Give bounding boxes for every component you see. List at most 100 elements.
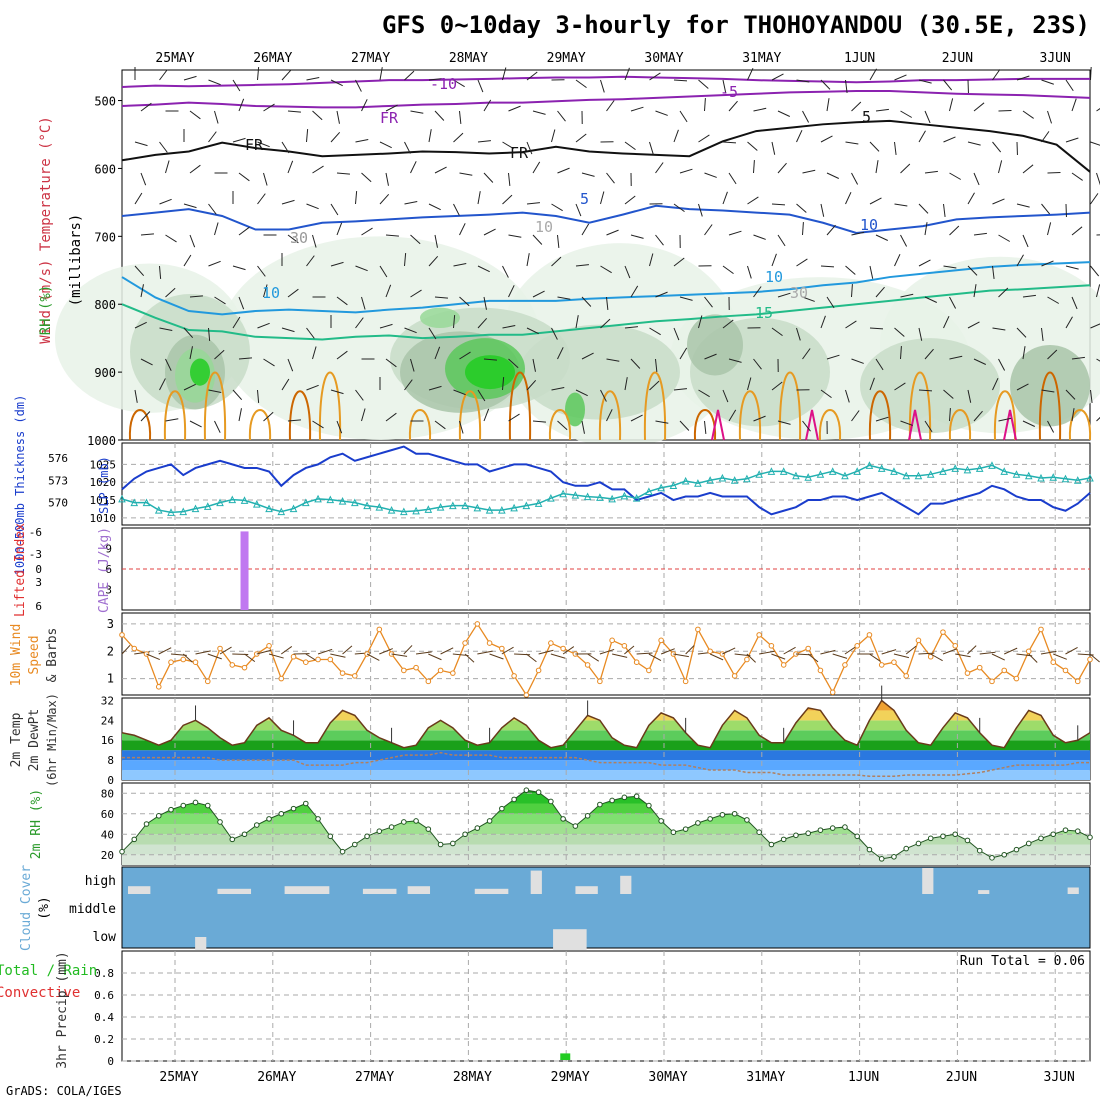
rh-band (122, 803, 1090, 814)
warm-contour (508, 371, 532, 441)
tick-label: 600 (94, 162, 116, 176)
wind-barb (722, 265, 734, 275)
rh-point (425, 826, 432, 832)
thickness-point (142, 498, 151, 507)
wind-barb (575, 133, 587, 143)
wind-barb (777, 420, 791, 425)
rh-point (339, 848, 346, 855)
thickness-point (338, 497, 347, 505)
wind-barb (624, 326, 638, 329)
wind-barb (483, 99, 492, 112)
wind-title-1: 10m Wind (9, 624, 24, 687)
wind-barb (655, 291, 668, 298)
y-axis-titles: Wind (m/s) Temperature (°C)RH (%) (millib… (9, 116, 112, 1068)
wind-barb (796, 258, 808, 267)
wind-barb (722, 647, 736, 655)
thickness-point (449, 501, 457, 510)
thickness-point (1037, 473, 1045, 482)
wind-barb (140, 102, 152, 112)
rh-point (976, 847, 983, 854)
rh-point (437, 841, 444, 848)
wind-speed-point (278, 675, 285, 682)
thickness-point (351, 498, 359, 507)
tick-label: 0 (107, 1055, 114, 1068)
rh-point (793, 832, 799, 839)
contour-label: 5 (862, 108, 871, 126)
contour-label: 15 (755, 304, 773, 322)
wind-speed-point (964, 670, 971, 676)
wind-barb (575, 79, 587, 89)
wind-barb (453, 203, 460, 216)
rh-point (719, 811, 726, 818)
wind-speed-point (119, 632, 125, 638)
wind-barb (287, 110, 301, 113)
rh-point (204, 802, 211, 809)
wind-barb (728, 409, 737, 422)
wind-barb (232, 265, 246, 271)
wind-barb (949, 98, 954, 112)
rh-point (842, 824, 848, 830)
temp-title-1: 2m Temp (9, 712, 24, 767)
thickness-point (118, 494, 126, 503)
cloud-panel: high middle low (69, 866, 1091, 950)
rh-point (621, 794, 628, 801)
wind-barb (900, 234, 908, 247)
wind-barb (1090, 141, 1100, 146)
tick-label: 800 (94, 298, 116, 312)
wind-speed-point (952, 643, 959, 649)
thickness-point (583, 492, 592, 501)
tick-label: -3 (29, 548, 42, 561)
cloud-title-1: Cloud Cover (19, 865, 34, 951)
contour-label: FR (245, 136, 264, 154)
wind-barb (967, 192, 975, 205)
wind-barb (134, 389, 138, 403)
wind-barb (722, 389, 729, 403)
wind-barb (673, 388, 687, 391)
wind-barb (526, 253, 530, 267)
isotherm-line (121, 261, 1091, 316)
wind-barb (330, 389, 344, 395)
wind-speed-point (707, 648, 713, 655)
thickness-point (191, 504, 200, 513)
wind-barb (189, 420, 202, 428)
wind-barb (820, 79, 831, 90)
wind-speed-point (866, 632, 873, 638)
wind-speed-point (413, 664, 419, 671)
wind-speed-point (768, 643, 775, 649)
wind-barb (489, 653, 504, 660)
precip-panel: 0 0.2 0.4 0.6 0.8 Run Total = 0.06 Total / Rai… (0, 950, 1091, 1068)
wind-barb (502, 265, 509, 278)
rh-point (388, 824, 395, 830)
wind-barb (257, 322, 270, 329)
wind-barb (1053, 653, 1067, 660)
thickness-point (277, 507, 286, 516)
date-label-top: 31MAY (742, 51, 781, 66)
isotherm-line (121, 204, 1091, 234)
wind-barb (459, 296, 470, 307)
wind-barb (807, 653, 819, 663)
wind-barb (851, 172, 859, 185)
wind-speed-point (180, 656, 187, 663)
wind-barb (1022, 420, 1035, 427)
wind-barb (845, 389, 850, 403)
wind-barb (820, 389, 832, 399)
wind-barb (557, 347, 564, 360)
wind-barb (943, 203, 946, 217)
date-label-bottom: 30MAY (648, 1070, 687, 1085)
tick-label: 80 (101, 787, 114, 800)
run-total-label: Run Total = 0.06 (960, 954, 1085, 969)
rh-point (854, 833, 860, 840)
wind-barb (869, 265, 874, 279)
wind-barb (599, 648, 615, 655)
wind-barb (1065, 389, 1076, 400)
wind-barb (355, 317, 364, 329)
cape-title-li: Lifted Index (13, 523, 28, 617)
date-label-bottom: 31MAY (746, 1070, 785, 1085)
cloud-gap (195, 937, 207, 950)
wind-barb (802, 110, 810, 123)
wind-barb (434, 420, 446, 430)
wind-barb (875, 234, 888, 241)
wind-speed-point (829, 689, 836, 696)
wind-barb (502, 325, 516, 329)
rh-point (253, 822, 260, 828)
